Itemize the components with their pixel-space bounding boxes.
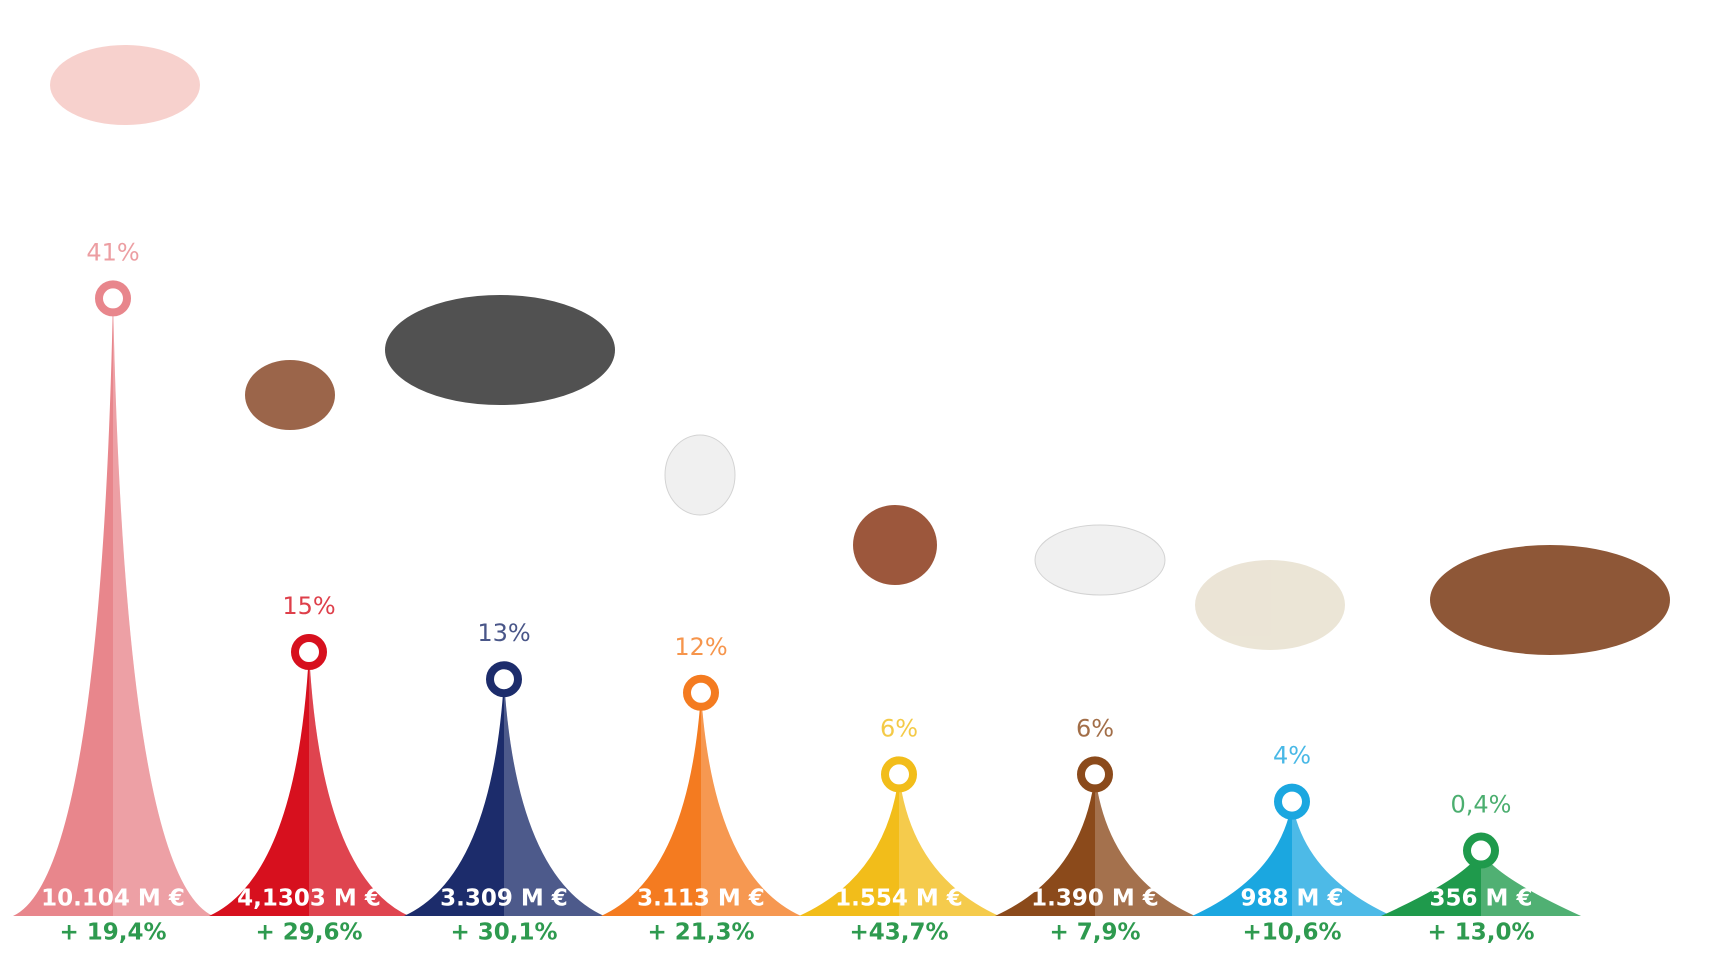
amount-label: 1.554 M € — [835, 886, 963, 912]
value-label: 12% — [674, 633, 727, 661]
hen — [853, 505, 937, 585]
hens — [665, 435, 735, 515]
pig — [50, 45, 200, 125]
amount-label: 10.104 M € — [41, 886, 185, 912]
spike-shade — [309, 652, 409, 916]
change-label: + 29,6% — [255, 920, 362, 946]
change-label: +43,7% — [849, 920, 948, 946]
amount-label: 1.390 M € — [1031, 886, 1159, 912]
amount-label: 3.309 M € — [440, 886, 568, 912]
peak-marker — [1278, 788, 1306, 816]
cow — [385, 295, 615, 405]
change-label: + 21,3% — [647, 920, 754, 946]
value-label: 0,4% — [1451, 791, 1512, 819]
value-label: 13% — [477, 619, 530, 647]
change-label: + 19,4% — [59, 920, 166, 946]
peak-marker — [687, 679, 715, 707]
change-label: + 30,1% — [450, 920, 557, 946]
spike-shade — [113, 298, 213, 916]
calf — [245, 360, 335, 430]
change-label: + 13,0% — [1427, 920, 1534, 946]
value-label: 6% — [1076, 714, 1114, 742]
value-label: 4% — [1273, 742, 1311, 770]
amount-label: 4,1303 M € — [237, 886, 381, 912]
peak-marker — [1081, 760, 1109, 788]
horse — [1430, 545, 1670, 655]
chart: 41% 10.104 M € + 19,4% 15% 4,1303 M € + 29,6%… — [0, 0, 1730, 953]
peak-marker — [490, 665, 518, 693]
value-label: 6% — [880, 714, 918, 742]
change-label: +10,6% — [1242, 920, 1341, 946]
amount-label: 356 M € — [1430, 886, 1533, 912]
sheep-goat — [1195, 560, 1345, 650]
peak-marker — [885, 760, 913, 788]
spike-shade — [504, 679, 604, 916]
peak-marker — [99, 284, 127, 312]
value-label: 41% — [86, 238, 139, 266]
change-label: + 7,9% — [1049, 920, 1140, 946]
peak-marker — [295, 638, 323, 666]
spike-shade — [701, 693, 801, 916]
lambs — [1035, 525, 1165, 595]
amount-label: 988 M € — [1241, 886, 1344, 912]
value-label: 15% — [282, 592, 335, 620]
animal-illustrations — [50, 45, 1670, 655]
amount-label: 3.113 M € — [637, 886, 765, 912]
peak-marker — [1467, 837, 1495, 865]
